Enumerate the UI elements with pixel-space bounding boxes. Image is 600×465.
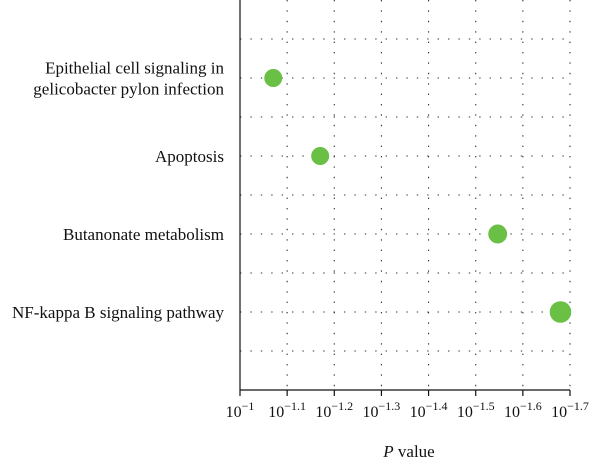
- x-axis-title-text: value: [394, 442, 435, 461]
- category-label: Butanonate metabolism: [63, 225, 224, 244]
- category-label: Epithelial cell signaling in gelicobacter…: [33, 59, 224, 99]
- x-tick-exponent: −1.4: [426, 399, 448, 413]
- x-tick-exponent: −1.2: [331, 399, 353, 413]
- x-tick-base: 10: [551, 404, 567, 421]
- x-tick-label: 10−1.1: [268, 399, 306, 421]
- x-axis-title-italic: P: [382, 442, 393, 461]
- data-points: [264, 69, 572, 323]
- gridlines: [240, 0, 571, 390]
- category-label: Apoptosis: [155, 147, 224, 166]
- x-axis-title: P value: [382, 442, 434, 461]
- category-label-line: Butanonate metabolism: [63, 225, 224, 244]
- category-label-line: gelicobacter pylon infection: [33, 80, 224, 99]
- x-tick-label: 10−1.4: [410, 399, 448, 421]
- data-point: [488, 224, 508, 244]
- x-tick-base: 10: [268, 404, 284, 421]
- x-tick-exponent: −1.7: [567, 399, 589, 413]
- x-tick-base: 10: [504, 404, 520, 421]
- x-axis-ticks: 10−1 10−1.1 10−1.2 10−1.3 10−1.4 10−1.5 10−1.6…: [226, 390, 589, 421]
- x-tick-label: 10−1.5: [457, 399, 495, 421]
- x-tick-label: 10−1.7: [551, 399, 589, 421]
- category-label-line: Apoptosis: [155, 147, 224, 166]
- x-tick-exponent: −1.5: [473, 399, 495, 413]
- x-tick-base: 10: [457, 404, 473, 421]
- x-tick-exponent: −1: [242, 399, 255, 413]
- x-tick-exponent: −1.6: [520, 399, 542, 413]
- category-label: NF-kappa B signaling pathway: [12, 303, 224, 322]
- x-tick-base: 10: [315, 404, 331, 421]
- category-labels: Epithelial cell signaling in gelicobacter…: [12, 59, 224, 323]
- category-label-line: Epithelial cell signaling in: [45, 59, 224, 78]
- x-tick-label: 10−1.3: [363, 399, 401, 421]
- data-point: [549, 301, 572, 323]
- category-label-line: NF-kappa B signaling pathway: [12, 303, 224, 322]
- data-point: [311, 147, 330, 165]
- x-tick-label: 10−1.2: [315, 399, 353, 421]
- x-tick-label: 10−1.6: [504, 399, 542, 421]
- data-point: [264, 69, 283, 87]
- x-tick-base: 10: [226, 404, 242, 421]
- x-tick-base: 10: [363, 404, 379, 421]
- x-tick-base: 10: [410, 404, 426, 421]
- x-tick-exponent: −1.3: [379, 399, 401, 413]
- x-tick-exponent: −1.1: [284, 399, 306, 413]
- x-tick-label: 10−1: [226, 399, 255, 421]
